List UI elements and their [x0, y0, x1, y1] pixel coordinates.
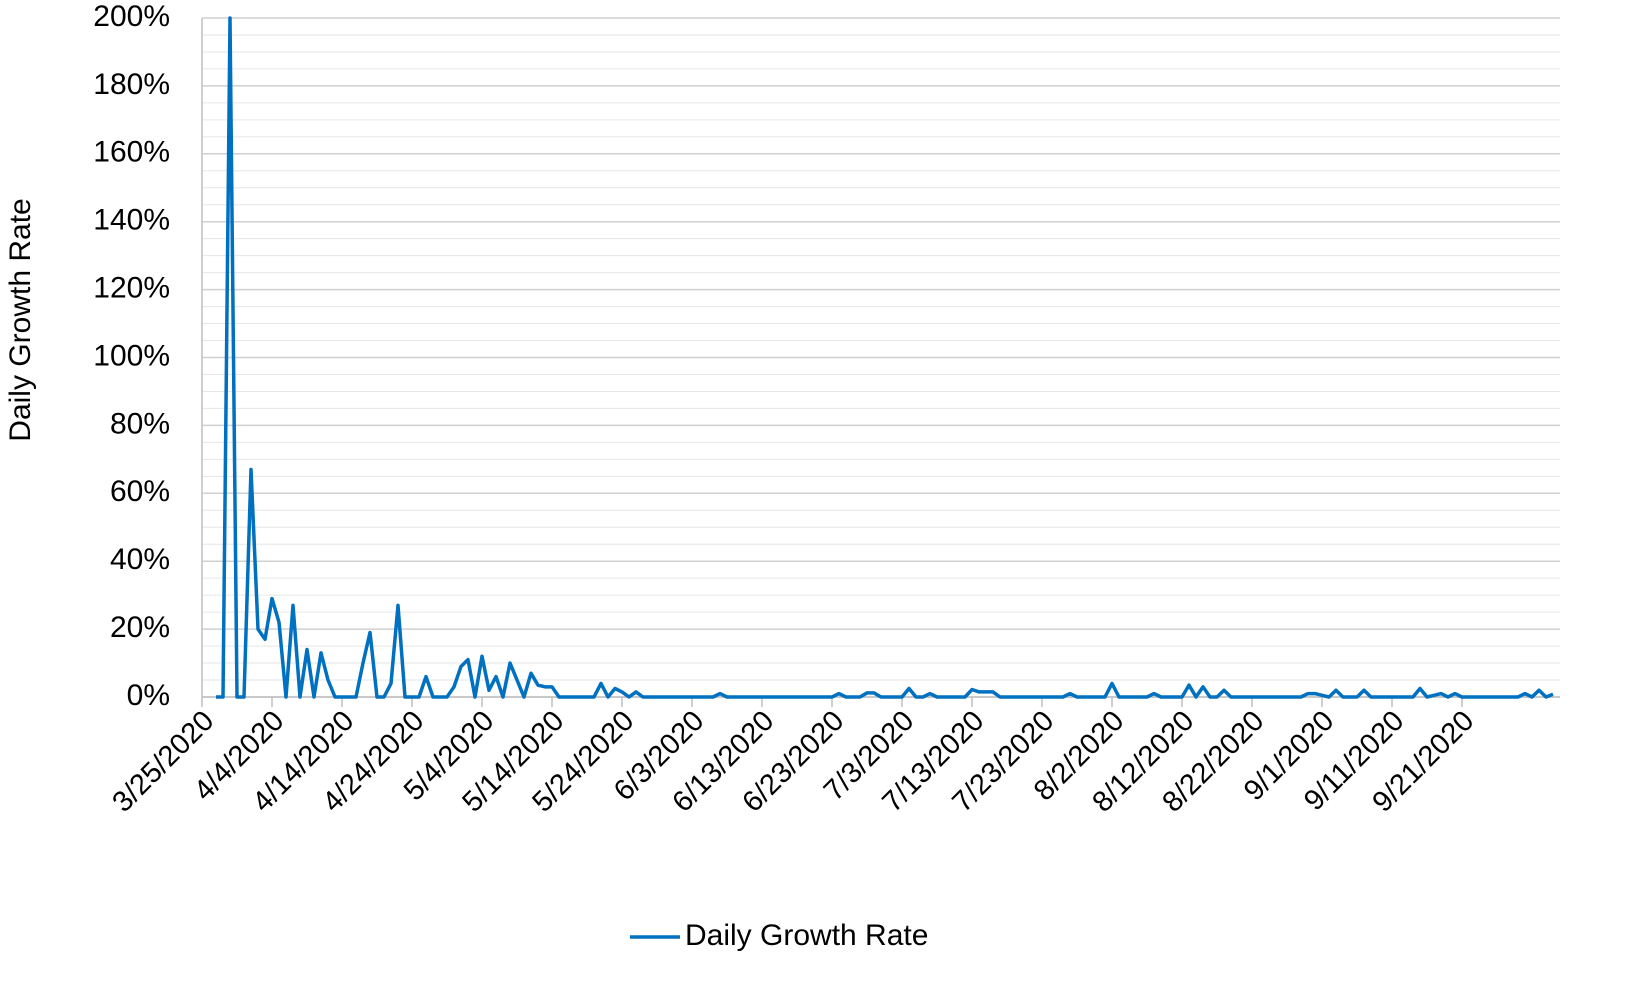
legend-label: Daily Growth Rate [685, 919, 928, 952]
y-tick-label: 100% [93, 339, 170, 372]
y-tick-label: 180% [93, 68, 170, 101]
y-tick-label: 40% [110, 543, 170, 576]
y-tick-label: 60% [110, 475, 170, 508]
x-tick-label: 3/25/2020 [107, 705, 221, 819]
data-line [216, 16, 1554, 699]
y-axis-label: Daily Growth Rate [4, 198, 37, 441]
y-tick-label: 0% [127, 679, 170, 712]
y-tick-label: 160% [93, 136, 170, 169]
y-tick-label: 200% [93, 0, 170, 33]
y-tick-label: 20% [110, 611, 170, 644]
y-tick-label: 120% [93, 272, 170, 305]
y-tick-label: 140% [93, 204, 170, 237]
y-tick-label: 80% [110, 407, 170, 440]
